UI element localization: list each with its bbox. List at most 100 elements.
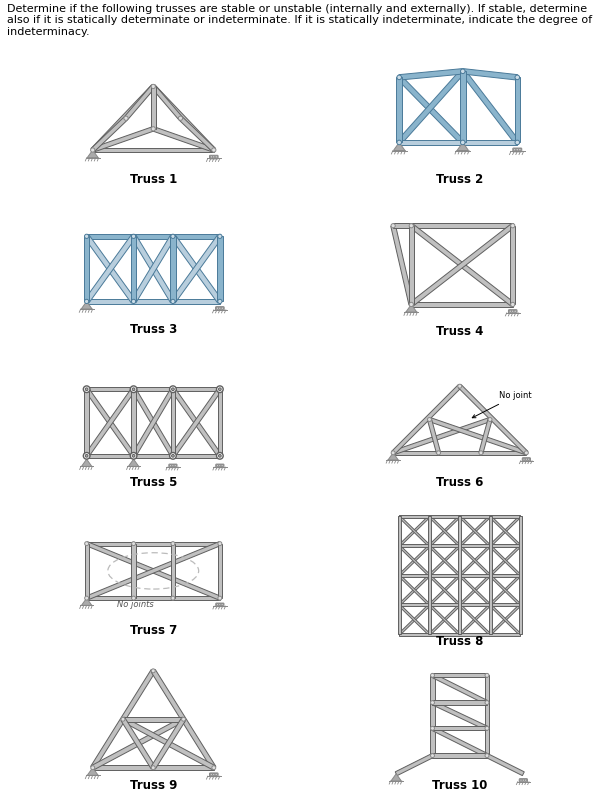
Circle shape: [397, 140, 402, 145]
Circle shape: [430, 727, 435, 731]
Circle shape: [219, 465, 221, 467]
FancyBboxPatch shape: [513, 148, 522, 152]
Text: Determine if the following trusses are stable or unstable (internally and extern: Determine if the following trusses are s…: [7, 3, 593, 37]
Circle shape: [485, 701, 489, 705]
Polygon shape: [406, 304, 417, 312]
Circle shape: [171, 300, 175, 304]
Circle shape: [172, 454, 174, 457]
Polygon shape: [85, 388, 135, 457]
Circle shape: [178, 116, 183, 120]
Polygon shape: [399, 69, 463, 80]
Polygon shape: [85, 389, 89, 456]
Polygon shape: [132, 388, 175, 457]
Circle shape: [460, 140, 465, 145]
Circle shape: [516, 148, 519, 151]
Circle shape: [124, 116, 128, 120]
Polygon shape: [153, 127, 215, 152]
Polygon shape: [86, 453, 220, 458]
Polygon shape: [92, 127, 154, 152]
Circle shape: [213, 773, 215, 775]
Polygon shape: [398, 604, 430, 635]
Polygon shape: [87, 767, 98, 775]
Circle shape: [221, 603, 223, 606]
Text: Truss 7: Truss 7: [129, 625, 177, 638]
Polygon shape: [433, 701, 487, 705]
Circle shape: [218, 234, 222, 239]
Polygon shape: [409, 226, 414, 304]
Polygon shape: [85, 544, 89, 598]
Circle shape: [131, 300, 135, 304]
Circle shape: [85, 596, 89, 600]
Polygon shape: [82, 598, 92, 606]
Circle shape: [130, 453, 137, 459]
Polygon shape: [432, 727, 488, 758]
Polygon shape: [131, 544, 135, 598]
Circle shape: [485, 674, 489, 678]
Circle shape: [83, 453, 90, 459]
Polygon shape: [459, 516, 491, 546]
Circle shape: [221, 307, 224, 309]
Circle shape: [219, 307, 221, 309]
Circle shape: [485, 754, 489, 758]
Polygon shape: [122, 717, 215, 770]
Polygon shape: [486, 754, 524, 775]
Polygon shape: [91, 670, 155, 769]
Circle shape: [170, 386, 177, 392]
Circle shape: [212, 766, 216, 770]
Polygon shape: [428, 604, 460, 635]
Polygon shape: [489, 516, 521, 546]
Polygon shape: [432, 674, 488, 705]
Polygon shape: [86, 234, 220, 239]
Circle shape: [132, 454, 135, 457]
Circle shape: [169, 465, 172, 467]
Polygon shape: [392, 384, 461, 454]
Circle shape: [132, 596, 135, 600]
Polygon shape: [398, 516, 430, 546]
Polygon shape: [170, 235, 222, 303]
Polygon shape: [398, 545, 430, 576]
FancyBboxPatch shape: [522, 457, 530, 461]
Polygon shape: [459, 516, 491, 546]
Polygon shape: [399, 574, 520, 577]
Polygon shape: [388, 453, 398, 460]
FancyBboxPatch shape: [216, 307, 224, 310]
Circle shape: [172, 465, 174, 467]
Circle shape: [83, 386, 90, 392]
Polygon shape: [86, 596, 220, 600]
Polygon shape: [132, 388, 175, 457]
Circle shape: [509, 310, 511, 312]
Circle shape: [171, 234, 175, 239]
Circle shape: [430, 754, 435, 758]
Polygon shape: [398, 574, 430, 606]
Polygon shape: [171, 388, 222, 457]
Polygon shape: [399, 139, 463, 145]
Polygon shape: [218, 544, 222, 598]
Polygon shape: [121, 718, 155, 769]
Polygon shape: [399, 633, 520, 636]
Text: No joint: No joint: [472, 392, 531, 418]
FancyBboxPatch shape: [210, 773, 218, 777]
Circle shape: [213, 155, 215, 158]
Polygon shape: [410, 223, 514, 306]
Circle shape: [528, 458, 530, 461]
Polygon shape: [459, 574, 491, 606]
Polygon shape: [433, 673, 487, 678]
Polygon shape: [428, 417, 527, 455]
Polygon shape: [489, 604, 521, 635]
Circle shape: [121, 717, 125, 721]
Circle shape: [511, 302, 515, 307]
Polygon shape: [397, 78, 402, 143]
Polygon shape: [428, 545, 460, 576]
Circle shape: [523, 458, 525, 461]
Polygon shape: [411, 223, 512, 228]
Circle shape: [514, 148, 516, 151]
Circle shape: [132, 541, 135, 545]
Circle shape: [218, 541, 222, 545]
Polygon shape: [394, 143, 405, 151]
Circle shape: [85, 300, 89, 304]
Circle shape: [171, 596, 175, 600]
Polygon shape: [459, 517, 461, 634]
Circle shape: [211, 148, 216, 152]
Polygon shape: [390, 225, 414, 305]
Text: Truss 5: Truss 5: [129, 476, 177, 489]
